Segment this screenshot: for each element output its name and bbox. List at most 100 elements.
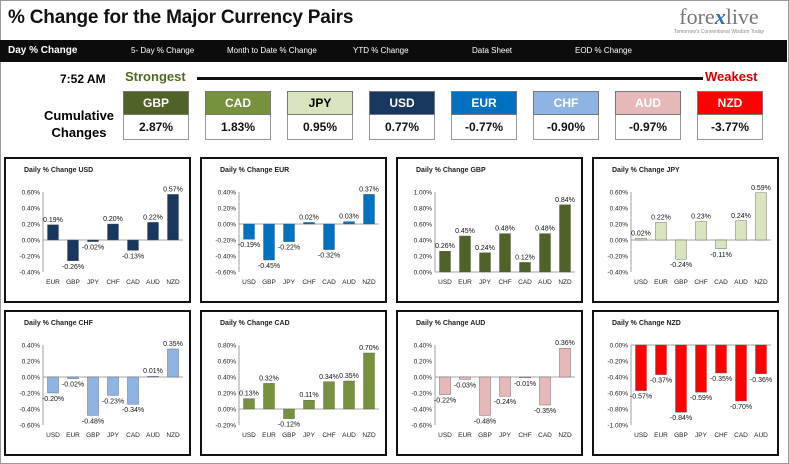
currency-code: EUR [451, 91, 517, 115]
bar [127, 239, 139, 251]
x-tick-label: GBP [674, 432, 688, 439]
bar [243, 398, 255, 410]
bar [539, 376, 551, 406]
data-label: -0.02% [82, 245, 104, 252]
data-label: -0.48% [474, 418, 496, 425]
x-tick-label: CAD [322, 279, 336, 286]
currency-cumulative-value: 0.77% [369, 115, 435, 140]
page-title: % Change for the Major Currency Pairs [8, 7, 354, 28]
currency-card-nzd: NZD -3.77% [697, 91, 763, 140]
data-label: -0.32% [318, 253, 340, 260]
bar [107, 376, 119, 396]
bar [479, 376, 491, 416]
nav-month-to-date[interactable]: Month to Date % Change [227, 46, 317, 55]
y-tick-label: -0.40% [607, 270, 628, 277]
x-tick-label: CHF [106, 279, 119, 286]
data-label: 0.34% [319, 374, 339, 381]
data-label: -0.57% [630, 394, 652, 401]
nav-5-day-change[interactable]: 5- Day % Change [131, 46, 195, 55]
x-tick-label: EUR [458, 279, 472, 286]
currency-cumulative-value: -0.77% [451, 115, 517, 140]
x-tick-label: AUD [734, 279, 748, 286]
y-tick-label: -0.20% [411, 391, 432, 398]
x-tick-label: CHF [518, 432, 531, 439]
data-label: 0.12% [515, 254, 535, 261]
data-label: -0.45% [258, 263, 280, 270]
data-label: -0.22% [278, 245, 300, 252]
bar [715, 239, 727, 250]
bar [263, 223, 275, 261]
bar-chart: 0.00% 0.20% 0.40% 0.60% 0.80% 1.00% 0.26% USD 0.… [414, 190, 575, 286]
bar [363, 352, 375, 410]
x-tick-label: EUR [654, 432, 668, 439]
bar-chart: -0.40% -0.20% 0.00% 0.20% 0.40% 0.60% 0.19% EUR… [19, 186, 183, 286]
x-tick-label: EUR [458, 432, 472, 439]
currency-code: GBP [123, 91, 189, 115]
currency-code: CHF [533, 91, 599, 115]
chart-panel-nzd: -1.00% -0.80% -0.60% -0.40% -0.20% 0.00% -0.57… [592, 310, 779, 456]
y-tick-label: 0.00% [414, 270, 433, 277]
x-tick-label: CAD [734, 432, 748, 439]
data-label: -0.26% [62, 264, 84, 271]
currency-card-gbp: GBP 2.87% [123, 91, 189, 140]
y-tick-label: 0.00% [218, 222, 237, 229]
x-tick-label: JPY [695, 432, 708, 439]
bar [47, 224, 59, 241]
nav-data-sheet[interactable]: Data Sheet [472, 46, 513, 55]
bar [303, 222, 315, 225]
bar [519, 376, 531, 379]
chart-title: Daily % Change CHF [24, 320, 93, 327]
x-tick-label: CAD [518, 279, 532, 286]
nav-day-change[interactable]: Day % Change [8, 45, 78, 56]
x-tick-label: CHF [322, 432, 335, 439]
x-tick-label: NZD [558, 279, 572, 286]
y-tick-label: -0.80% [607, 407, 628, 414]
currency-code: CAD [205, 91, 271, 115]
bar [283, 223, 295, 242]
nav-ytd-change[interactable]: YTD % Change [353, 46, 409, 55]
x-tick-label: GBP [66, 279, 80, 286]
nav-bar: Day % Change 5- Day % Change Month to Da… [0, 40, 787, 62]
chart-panel-aud: -0.60% -0.40% -0.20% 0.00% 0.20% 0.40% -0.22% U… [396, 310, 583, 456]
y-tick-label: 0.20% [22, 359, 41, 366]
y-tick-label: 0.40% [218, 375, 237, 382]
bar [655, 344, 667, 375]
x-tick-label: CHF [714, 432, 727, 439]
x-tick-label: CHF [694, 279, 707, 286]
bar [695, 344, 707, 393]
currency-card-aud: AUD -0.97% [615, 91, 681, 140]
y-tick-label: -0.20% [607, 359, 628, 366]
data-label: 0.22% [651, 214, 671, 221]
forexlive-logo: forexlive Tomorrow's Conventional Wisdom… [665, 6, 773, 38]
y-tick-label: -0.20% [215, 423, 236, 430]
data-label: 0.48% [495, 226, 515, 233]
x-tick-label: CHF [302, 279, 315, 286]
chart-panel-jpy: -0.40% -0.20% 0.00% 0.20% 0.40% 0.60% 0.02% USD… [592, 157, 779, 303]
chart-panel-gbp: 0.00% 0.20% 0.40% 0.60% 0.80% 1.00% 0.26% USD 0.… [396, 157, 583, 303]
data-label: 0.03% [339, 214, 359, 221]
bar [675, 344, 687, 413]
currency-card-eur: EUR -0.77% [451, 91, 517, 140]
y-tick-label: 0.40% [414, 343, 433, 350]
data-label: 0.24% [475, 245, 495, 252]
strongest-label: Strongest [125, 69, 186, 84]
x-tick-label: NZD [166, 432, 180, 439]
timestamp: 7:52 AM [60, 72, 106, 86]
y-tick-label: 0.60% [414, 222, 433, 229]
bar [167, 194, 179, 241]
currency-cumulative-value: 1.83% [205, 115, 271, 140]
data-label: -0.13% [122, 253, 144, 260]
bar [499, 376, 511, 397]
y-tick-label: 0.60% [218, 359, 237, 366]
currency-code: NZD [697, 91, 763, 115]
x-tick-label: USD [242, 279, 256, 286]
x-tick-label: CAD [538, 432, 552, 439]
data-label: -0.11% [710, 252, 732, 259]
data-label: 0.22% [143, 214, 163, 221]
y-tick-label: 0.40% [22, 206, 41, 213]
x-tick-label: USD [242, 432, 256, 439]
nav-eod-change[interactable]: EOD % Change [575, 46, 632, 55]
x-tick-label: USD [438, 432, 452, 439]
bar-chart: -1.00% -0.80% -0.60% -0.40% -0.20% 0.00% -0.57… [607, 343, 772, 440]
data-label: -0.36% [750, 377, 772, 384]
